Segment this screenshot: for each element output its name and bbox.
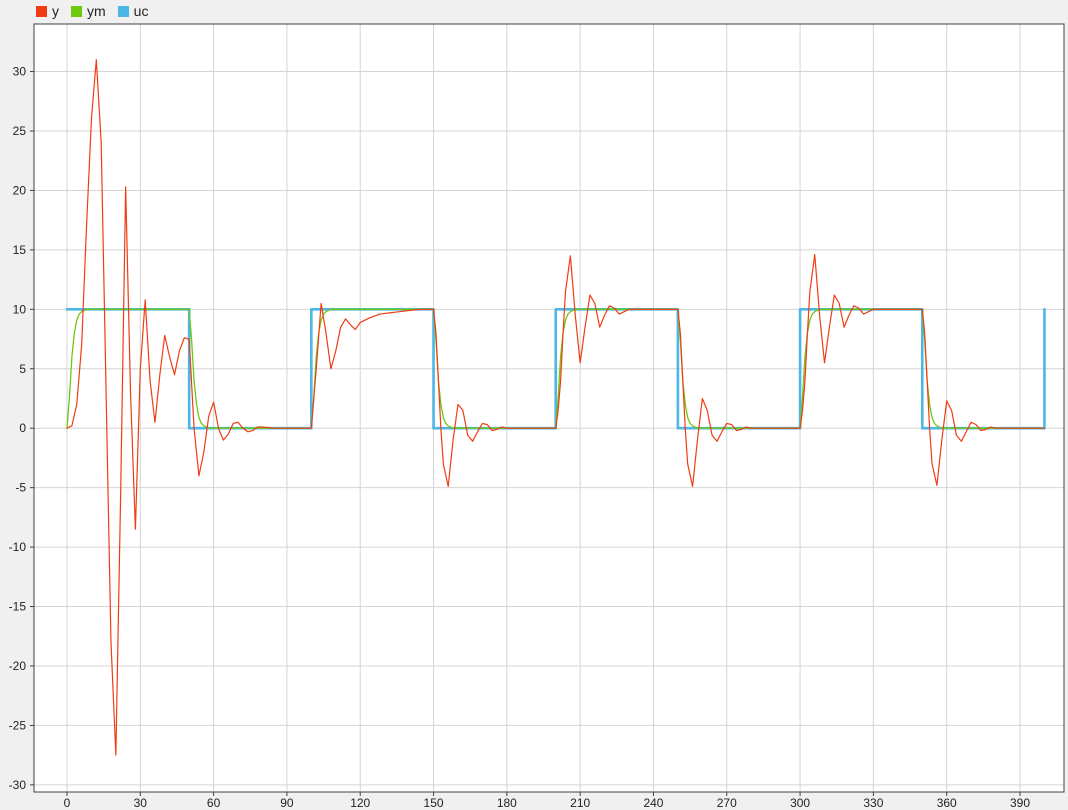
y-tick-label: -10 [9,540,27,554]
plot-border [33,23,1065,793]
y-tick-label: 25 [13,124,27,138]
y-tick-label: -20 [9,659,27,673]
legend-label-y: y [52,3,59,19]
y-tick-label: -15 [9,600,27,614]
legend-item-uc[interactable]: uc [117,3,149,19]
x-tick-label: 90 [280,796,294,810]
y-tick-label: 30 [13,65,27,79]
legend-swatch-y [36,5,47,17]
series-line-y [66,59,1046,756]
y-tick-label: 10 [13,302,27,316]
x-tick-label: 120 [350,796,370,810]
legend-label-ym: ym [87,3,106,19]
x-tick-label: 330 [863,796,883,810]
legend-swatch-ym [71,5,82,17]
x-tick-label: 390 [1010,796,1030,810]
x-tick-label: 30 [134,796,148,810]
y-tick-label: 20 [13,183,27,197]
x-tick-label: 360 [937,796,957,810]
x-tick-label: 270 [717,796,737,810]
y-tick-label: -5 [15,481,26,495]
x-tick-label: 300 [790,796,810,810]
y-tick-label: 0 [19,421,26,435]
series-lines [65,59,1046,756]
x-tick-label: 240 [643,796,663,810]
y-tick-label: -30 [9,778,27,792]
axis-ticks: 0 30 60 90 120 150 180 210 240 270 300 330 360 390-30… [9,65,1031,810]
x-tick-label: 150 [424,796,444,810]
legend-item-y[interactable]: y [36,3,59,19]
legend-item-ym[interactable]: ym [71,3,106,19]
y-tick-label: 15 [13,243,27,257]
legend-label-uc: uc [133,3,149,19]
plot-area[interactable] [34,24,1064,792]
legend: y ym uc [36,1,148,21]
x-tick-label: 210 [570,796,590,810]
x-tick-label: 180 [497,796,517,810]
y-tick-label: 5 [19,362,26,376]
legend-swatch-uc [117,5,129,17]
x-tick-label: 0 [64,796,71,810]
x-tick-label: 60 [207,796,221,810]
y-tick-label: -25 [9,718,27,732]
